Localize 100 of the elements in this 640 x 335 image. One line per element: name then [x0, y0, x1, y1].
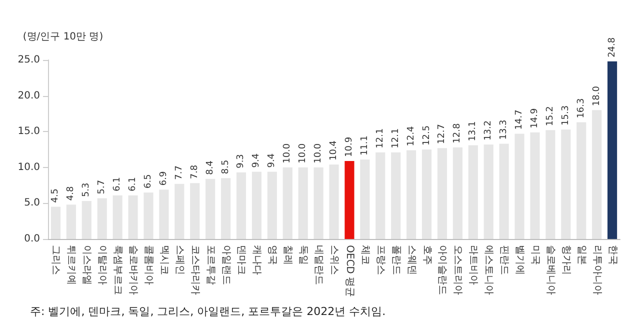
data-label: 9.4	[252, 153, 262, 168]
data-label: 11.1	[360, 135, 370, 156]
x-tick-label: 슬로베니아	[544, 245, 556, 295]
y-tick-label: 20.0	[18, 90, 40, 102]
bar	[128, 195, 138, 239]
data-label: 5.3	[82, 182, 92, 198]
bar	[66, 204, 76, 239]
data-label: 15.2	[545, 106, 556, 126]
bar	[530, 132, 540, 239]
data-label: 10.4	[329, 140, 339, 161]
data-label: 10.0	[282, 143, 293, 164]
x-tick-label: 이스라엘	[81, 245, 92, 285]
data-label: 15.3	[560, 105, 571, 126]
bar	[561, 129, 571, 239]
bar	[298, 167, 308, 239]
bar	[484, 144, 494, 239]
x-tick-label: 헝가리	[560, 245, 572, 275]
data-label: 4.5	[50, 188, 61, 203]
data-label: 7.8	[190, 164, 200, 180]
bar	[344, 160, 354, 239]
data-label: 12.5	[422, 125, 432, 146]
x-tick-label: 스위스	[328, 245, 340, 275]
x-tick-label: 포르투갈	[204, 245, 216, 285]
bar	[314, 167, 324, 239]
data-label: 18.0	[592, 86, 602, 106]
x-tick-label: 콜롬비아	[142, 245, 154, 285]
x-tick-label: 오스트리아	[452, 245, 464, 295]
bar	[206, 178, 216, 239]
x-tick-label: 프랑스	[374, 245, 386, 275]
data-label: 8.4	[205, 160, 216, 175]
x-tick-label: 네덜란드	[313, 245, 324, 285]
data-label: 12.1	[375, 128, 386, 148]
bar	[190, 183, 200, 239]
x-tick-label: 아일랜드	[220, 245, 232, 285]
data-label: 10.0	[314, 143, 324, 164]
bar	[406, 150, 416, 239]
bar	[422, 150, 432, 239]
bar	[468, 145, 478, 239]
x-tick-label: 그리스	[50, 245, 62, 275]
x-tick-label: 이탈리아	[96, 245, 108, 285]
data-label: 10.9	[344, 136, 354, 157]
x-tick-label: 벨기에	[514, 245, 526, 275]
data-label: 4.8	[66, 186, 76, 201]
x-tick-label: 튀르키예	[66, 245, 77, 285]
x-tick-label: OECD 평균	[344, 245, 355, 298]
bar	[376, 152, 386, 239]
bar	[50, 206, 61, 239]
bar	[546, 130, 556, 239]
y-tick-label: 0.0	[24, 234, 40, 244]
y-tick-label: 15.0	[18, 126, 40, 138]
x-tick-label: 한국	[606, 245, 618, 265]
y-axis-title: (명/인구 10만 명)	[22, 32, 104, 42]
x-tick-label: 칠레	[282, 245, 294, 265]
bar	[499, 144, 509, 239]
bar	[97, 198, 107, 239]
x-tick-label: 스페인	[174, 245, 185, 275]
data-label: 7.7	[174, 166, 184, 180]
text: 주: 벨기에, 덴마크, 독일, 그리스, 아일랜드, 포르투갈은 2022년 수치임.	[30, 305, 386, 318]
bar	[220, 178, 231, 239]
bar	[282, 167, 292, 239]
x-tick-label: 라트비아	[468, 245, 479, 285]
data-label: 12.7	[437, 124, 448, 144]
x-tick-label: 슬로바키아	[128, 245, 139, 295]
data-label: 13.3	[499, 120, 510, 140]
data-label: 13.1	[468, 121, 478, 142]
bar	[267, 172, 277, 239]
bar	[514, 134, 524, 239]
x-tick-label: 일본	[576, 245, 587, 265]
x-tick-label: 스웨덴	[406, 245, 417, 275]
x-tick-label: 미국	[529, 245, 540, 265]
x-tick-label: 폴란드	[390, 245, 402, 275]
data-label: 6.5	[143, 174, 154, 188]
bar	[592, 110, 602, 239]
bar	[112, 195, 122, 239]
data-label: 12.1	[390, 128, 401, 148]
bar	[329, 164, 339, 239]
x-tick-label: 아이슬란드	[436, 245, 448, 295]
data-label: 10.0	[298, 143, 308, 164]
x-tick-label: 리투아니아	[591, 245, 602, 295]
x-tick-label: 핀란드	[498, 245, 510, 275]
data-label: 16.3	[576, 98, 586, 118]
data-label: 8.5	[220, 160, 231, 174]
data-label: 24.8	[607, 37, 618, 58]
x-tick-label: 멕시코	[158, 245, 170, 275]
y-tick-label: 10.0	[18, 162, 40, 173]
bar	[236, 172, 246, 239]
x-tick-label: 캐나다	[251, 245, 262, 275]
x-tick-label: 룩셈부르크	[112, 245, 124, 295]
data-label: 6.1	[128, 176, 138, 192]
data-label: 12.8	[452, 123, 463, 144]
bar	[607, 61, 618, 239]
bar	[159, 190, 169, 239]
x-tick-label: 호주	[421, 245, 432, 265]
data-label: 13.2	[484, 120, 494, 140]
bar	[360, 160, 370, 239]
data-label: 6.9	[158, 171, 169, 186]
bar	[437, 148, 448, 239]
data-label: 14.9	[530, 108, 540, 128]
bar	[82, 201, 92, 239]
x-tick-label: 체코	[359, 245, 370, 265]
